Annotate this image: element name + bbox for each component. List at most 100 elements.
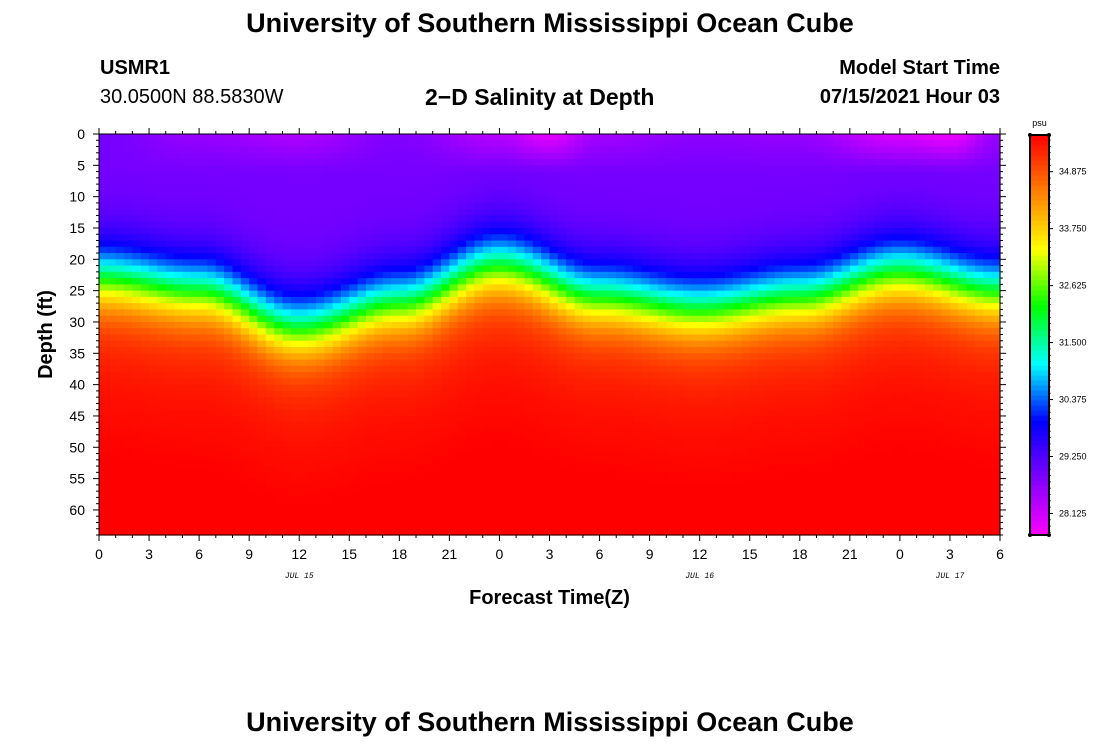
heatmap-cell [532, 303, 542, 311]
heatmap-cell [524, 303, 534, 311]
heatmap-cell [382, 340, 392, 348]
heatmap-cell [674, 190, 684, 198]
heatmap-cell [699, 403, 709, 411]
heatmap-cell [165, 403, 175, 411]
heatmap-cell [649, 296, 659, 304]
heatmap-cell [466, 234, 476, 242]
heatmap-cell [507, 347, 517, 354]
heatmap-cell [607, 378, 617, 386]
heatmap-cell [541, 422, 551, 430]
heatmap-cell [632, 259, 642, 267]
heatmap-cell [224, 290, 234, 298]
heatmap-cell [499, 441, 509, 448]
heatmap-cell [666, 359, 676, 367]
heatmap-cell [591, 321, 601, 329]
heatmap-cell [674, 177, 684, 185]
heatmap-cell [299, 165, 309, 173]
heatmap-cell [290, 359, 300, 367]
heatmap-cell [674, 253, 684, 260]
heatmap-cell [524, 165, 534, 173]
heatmap-cell [274, 184, 284, 191]
heatmap-cell [382, 347, 392, 354]
heatmap-cell [182, 240, 192, 248]
heatmap-cell [441, 453, 450, 461]
heatmap-cell [149, 509, 158, 517]
heatmap-cell [482, 522, 492, 530]
heatmap-cell [190, 397, 200, 405]
heatmap-cell [207, 365, 217, 373]
heatmap-cell [499, 152, 509, 160]
heatmap-cell [199, 309, 209, 317]
heatmap-cell [390, 152, 400, 160]
heatmap-cell [399, 246, 409, 254]
heatmap-cell [324, 271, 334, 279]
heatmap-cell [566, 447, 576, 455]
heatmap-cell [299, 509, 309, 517]
heatmap-cell [382, 353, 392, 361]
heatmap-cell [299, 271, 309, 279]
heatmap-cell [365, 353, 375, 361]
heatmap-cell [666, 497, 676, 505]
heatmap-cell [157, 528, 167, 536]
heatmap-cell [324, 253, 334, 260]
heatmap-cell [249, 271, 259, 279]
heatmap-cell [424, 516, 434, 524]
heatmap-cell [265, 184, 275, 191]
heatmap-cell [733, 278, 742, 285]
heatmap-cell [691, 334, 701, 342]
heatmap-cell [708, 509, 717, 517]
heatmap-cell [557, 278, 567, 285]
heatmap-cell [582, 278, 592, 285]
heatmap-cell [332, 459, 342, 467]
heatmap-cell [407, 328, 417, 336]
heatmap-cell [691, 390, 701, 398]
heatmap-cell [607, 472, 617, 480]
heatmap-cell [232, 491, 242, 499]
heatmap-cell [566, 397, 576, 405]
heatmap-cell [382, 478, 392, 486]
heatmap-cell [741, 140, 751, 148]
heatmap-cell [733, 309, 742, 317]
heatmap-cell [682, 234, 692, 242]
heatmap-cell [332, 378, 342, 386]
heatmap-cell [165, 184, 175, 191]
heatmap-cell [441, 134, 450, 141]
heatmap-cell [607, 271, 617, 279]
heatmap-cell [407, 309, 417, 317]
heatmap-cell [541, 303, 551, 311]
heatmap-cell [582, 403, 592, 411]
heatmap-cell [691, 447, 701, 455]
heatmap-cell [416, 171, 425, 179]
heatmap-cell [582, 484, 592, 492]
heatmap-cell [274, 290, 284, 298]
heatmap-cell [165, 171, 175, 179]
heatmap-cell [240, 453, 250, 461]
heatmap-cell [599, 447, 609, 455]
heatmap-cell [365, 278, 375, 285]
heatmap-cell [190, 259, 200, 267]
heatmap-cell [532, 484, 542, 492]
heatmap-cell [733, 459, 742, 467]
heatmap-cell [324, 309, 334, 317]
heatmap-cell [466, 221, 476, 229]
heatmap-cell [724, 365, 734, 373]
heatmap-cell [407, 227, 417, 235]
heatmap-cell [716, 234, 726, 242]
heatmap-cell [507, 459, 517, 467]
heatmap-cell [374, 453, 384, 461]
heatmap-cell [524, 296, 534, 304]
heatmap-cell [491, 528, 501, 536]
heatmap-cell [532, 134, 542, 141]
heatmap-cell [357, 215, 367, 223]
heatmap-cell [566, 253, 576, 260]
heatmap-cell [557, 403, 567, 411]
heatmap-cell [107, 221, 117, 229]
heatmap-cell [182, 466, 192, 473]
heatmap-cell [199, 234, 209, 242]
heatmap-cell [349, 340, 359, 348]
heatmap-cell [674, 334, 684, 342]
heatmap-cell [624, 503, 634, 511]
heatmap-cell [449, 390, 459, 398]
heatmap-cell [265, 253, 275, 260]
heatmap-cell [574, 415, 584, 423]
